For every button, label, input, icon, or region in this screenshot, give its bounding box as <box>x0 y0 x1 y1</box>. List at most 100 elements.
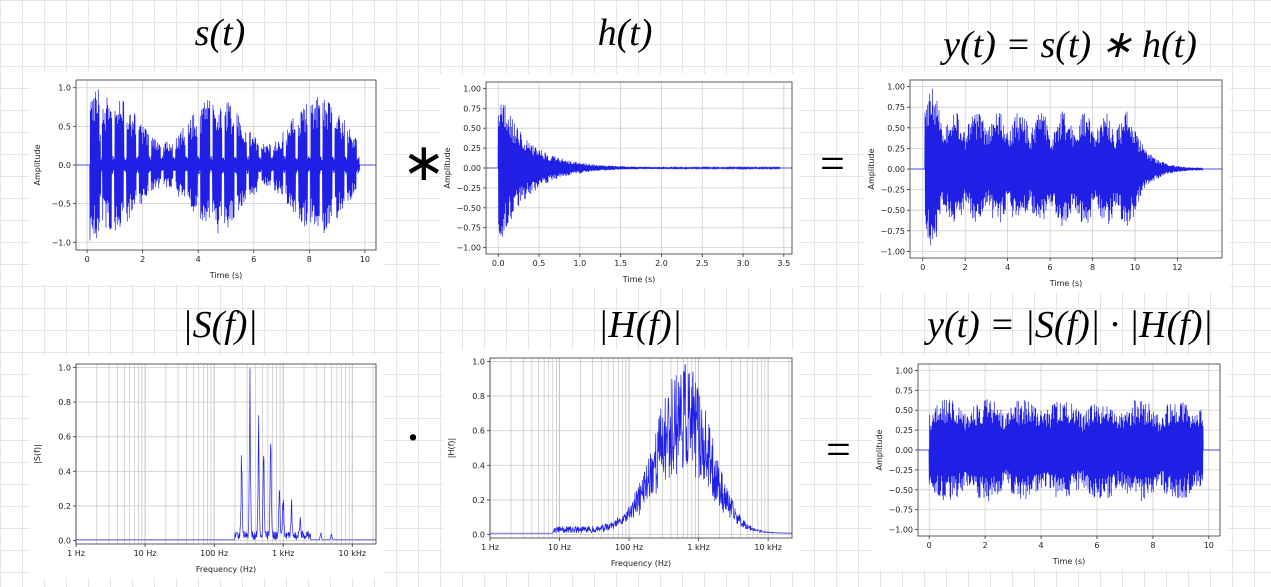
y-tick-label: 0.75 <box>887 103 905 112</box>
x-tick-label: 10 <box>1130 263 1140 272</box>
grid <box>75 364 376 544</box>
x-tick-label: 6 <box>1094 541 1099 550</box>
y-tick-label: −0.25 <box>456 184 481 193</box>
y-tick-label: 0.4 <box>472 461 485 470</box>
x-tick-label: 10 kHz <box>754 543 782 552</box>
x-tick-label: 1.5 <box>614 259 627 268</box>
x-tick-label: 2 <box>983 541 988 550</box>
chart-h-spectrum: 1 Hz 10 Hz 100 Hz 1 kHz 10 kHz 0.0 0.2 0.4 0.6 0.… <box>444 350 800 572</box>
x-tick-label: 1 Hz <box>481 543 499 552</box>
y-tick-label: −0.50 <box>880 206 905 215</box>
y-tick-label: −1.00 <box>456 244 481 253</box>
x-tick-label: 0.5 <box>533 259 546 268</box>
x-tick-label: 0.0 <box>492 259 505 268</box>
y-axis-label: Amplitude <box>443 147 452 188</box>
chart-h-time-svg: 0.0 0.5 1.0 1.5 2.0 2.5 3.0 3.5 −1.00 −0.75 −0.50 −… <box>443 81 793 284</box>
y-tick-label: 1.00 <box>887 83 905 92</box>
x-tick-label: 2.0 <box>655 259 668 268</box>
x-tick-label: 6 <box>251 255 256 264</box>
convolution-operator: ∗ <box>402 135 446 192</box>
x-axis-label: Frequency (Hz) <box>196 565 256 574</box>
x-tick-label: 2 <box>963 263 968 272</box>
x-tick-label: 100 Hz <box>200 549 228 558</box>
title-s-time: s(t) <box>194 12 246 54</box>
y-tick-label: 0.2 <box>58 502 71 511</box>
x-axis-label: Frequency (Hz) <box>611 559 671 568</box>
y-tick-label: 1.00 <box>895 366 913 375</box>
chart-s-time-svg: 0 2 4 6 8 10 −1.0 −0.5 0.0 0.5 1.0 Time (s) Amplitud… <box>33 79 377 280</box>
x-tick-label: 1 kHz <box>687 543 709 552</box>
title-y-convolution: y(t) = s(t) ∗ h(t) <box>943 24 1197 66</box>
y-tick-label: 0.25 <box>887 144 905 153</box>
y-tick-label: 0.2 <box>472 496 485 505</box>
signal-trace <box>76 368 376 541</box>
x-tick-label: 10 Hz <box>134 549 157 558</box>
equals-operator-bottom: = <box>826 425 851 474</box>
y-tick-label: 0.0 <box>58 161 71 170</box>
y-tick-label: 0.0 <box>472 531 485 540</box>
x-tick-label: 10 Hz <box>548 543 571 552</box>
chart-s-spectrum: 1 Hz 10 Hz 100 Hz 1 kHz 10 kHz 0.0 0.2 0.4 0.6 0.… <box>30 356 384 578</box>
title-h-time: h(t) <box>597 12 653 54</box>
x-tick-label: 3.5 <box>777 259 790 268</box>
x-tick-label: 8 <box>1090 263 1095 272</box>
y-tick-label: 0.00 <box>463 164 481 173</box>
x-tick-label: 4 <box>196 255 201 264</box>
y-axis-label: |H(f)| <box>447 438 456 458</box>
x-tick-label: 6 <box>1048 263 1053 272</box>
x-tick-label: 2.5 <box>696 259 709 268</box>
y-tick-label: −0.75 <box>880 227 905 236</box>
signal-trace <box>910 88 1222 246</box>
grid <box>489 358 792 538</box>
y-tick-label: 1.00 <box>463 84 481 93</box>
chart-y-product: 0 2 4 6 8 10 −1.00 −0.75 −0.50 −0.25 0.00 0.25 0.50 0… <box>872 356 1228 570</box>
y-tick-label: 0.6 <box>472 427 485 436</box>
x-tick-label: 0 <box>927 541 932 550</box>
x-tick-label: 10 <box>360 255 370 264</box>
chart-s-spectrum-svg: 1 Hz 10 Hz 100 Hz 1 kHz 10 kHz 0.0 0.2 0.4 0.6 0.… <box>33 363 377 574</box>
y-tick-label: 0.50 <box>895 406 913 415</box>
y-tick-label: −0.75 <box>456 224 481 233</box>
x-axis-label: Time (s) <box>1052 557 1086 566</box>
y-tick-label: 0.8 <box>58 398 71 407</box>
x-tick-label: 1 Hz <box>67 549 85 558</box>
x-tick-label: 100 Hz <box>615 543 643 552</box>
x-tick-label: 3.0 <box>737 259 750 268</box>
x-tick-label: 4 <box>1038 541 1043 550</box>
y-tick-label: −0.25 <box>888 466 913 475</box>
x-tick-label: 1 kHz <box>272 549 294 558</box>
y-tick-label: 0.5 <box>58 122 71 131</box>
x-tick-label: 2 <box>140 255 145 264</box>
y-tick-label: −1.0 <box>52 238 71 247</box>
chart-y-product-svg: 0 2 4 6 8 10 −1.00 −0.75 −0.50 −0.25 0.00 0.25 0.50 0… <box>875 363 1221 566</box>
y-tick-label: 0.25 <box>463 144 481 153</box>
y-tick-label: 0.25 <box>895 426 913 435</box>
signal-trace <box>490 364 792 534</box>
x-tick-label: 12 <box>1172 263 1182 272</box>
y-tick-label: 0.50 <box>463 124 481 133</box>
y-tick-label: −1.00 <box>880 247 905 256</box>
y-tick-label: 1.0 <box>472 357 485 366</box>
x-tick-label: 8 <box>1150 541 1155 550</box>
title-y-product: y(t) = |S(f)| · |H(f)| <box>927 304 1213 346</box>
chart-h-spectrum-svg: 1 Hz 10 Hz 100 Hz 1 kHz 10 kHz 0.0 0.2 0.4 0.6 0.… <box>447 357 793 568</box>
y-tick-label: −0.50 <box>888 486 913 495</box>
y-tick-label: 0.75 <box>463 104 481 113</box>
signal-trace <box>918 399 1220 502</box>
y-axis-label: Amplitude <box>33 144 42 185</box>
chart-s-time: 0 2 4 6 8 10 −1.0 −0.5 0.0 0.5 1.0 Time (s) Amplitud… <box>30 72 384 284</box>
title-s-spectrum: |S(f)| <box>182 304 258 346</box>
y-tick-label: 1.0 <box>58 363 71 372</box>
multiply-operator: · <box>404 407 422 467</box>
y-tick-label: −0.50 <box>456 204 481 213</box>
x-tick-label: 4 <box>1005 263 1010 272</box>
x-tick-label: 8 <box>307 255 312 264</box>
x-tick-label: 10 kHz <box>338 549 366 558</box>
x-tick-label: 0 <box>85 255 90 264</box>
x-axis-label: Time (s) <box>622 275 656 284</box>
y-tick-label: 0.8 <box>472 392 485 401</box>
y-tick-label: −1.00 <box>888 526 913 535</box>
axes-frame <box>489 357 793 539</box>
y-axis-label: Amplitude <box>875 429 884 470</box>
y-tick-label: 0.50 <box>887 124 905 133</box>
